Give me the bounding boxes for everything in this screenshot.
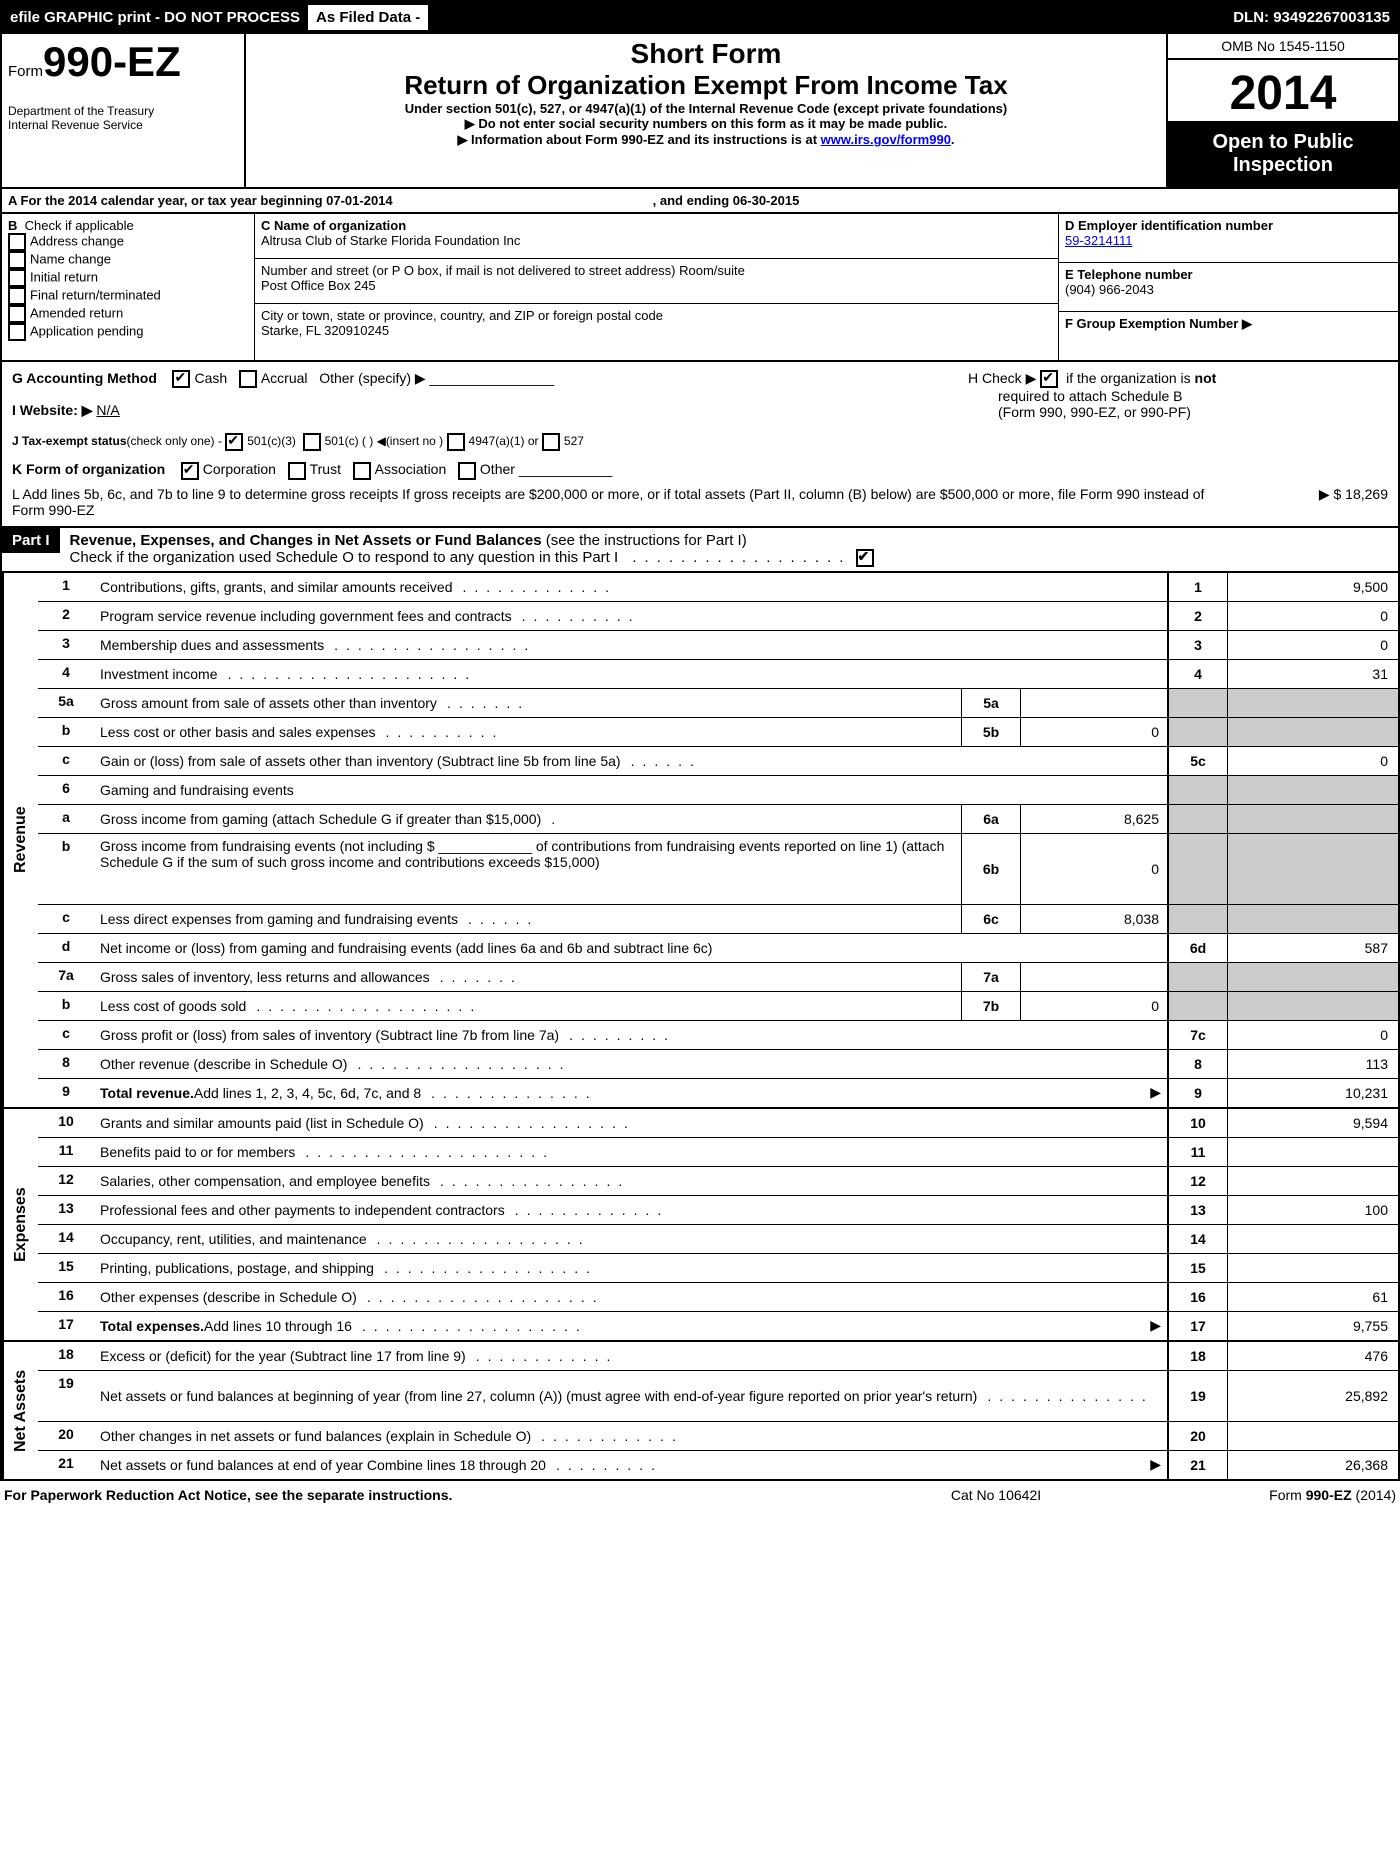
subtitle-1: Under section 501(c), 527, or 4947(a)(1)… — [256, 101, 1156, 116]
org-name-cell: C Name of organization Altrusa Club of S… — [255, 214, 1058, 259]
phone-cell: E Telephone number (904) 966-2043 — [1058, 263, 1398, 312]
top-bar: efile GRAPHIC print - DO NOT PROCESS As … — [0, 0, 1400, 34]
ein-link[interactable]: 59-3214111 — [1065, 233, 1132, 248]
form-990ez-page: efile GRAPHIC print - DO NOT PROCESS As … — [0, 0, 1400, 1509]
line-l: L Add lines 5b, 6c, and 7b to line 9 to … — [12, 486, 1388, 518]
checkbox-schedule-o[interactable] — [856, 549, 874, 567]
city-cell: City or town, state or province, country… — [255, 304, 1058, 348]
omb-number: OMB No 1545-1150 — [1168, 34, 1398, 60]
form-number: Form990-EZ — [8, 38, 238, 86]
checkbox-cash[interactable] — [172, 370, 190, 388]
asfiled-label: As Filed Data - — [308, 5, 448, 30]
line-k: K Form of organization Corporation Trust… — [12, 461, 1388, 479]
section-def: D Employer identification number 59-3214… — [1058, 214, 1398, 360]
checkbox-4947[interactable] — [447, 433, 465, 451]
checkbox-corporation[interactable] — [181, 462, 199, 480]
expenses-side-label: Expenses — [2, 1109, 38, 1340]
checkbox-other-org[interactable] — [458, 462, 476, 480]
street-cell: Number and street (or P O box, if mail i… — [255, 259, 1058, 304]
checkbox-name-change[interactable] — [8, 251, 26, 269]
checkbox-trust[interactable] — [288, 462, 306, 480]
paperwork-notice: For Paperwork Reduction Act Notice, see … — [4, 1487, 846, 1503]
short-form-title: Short Form — [256, 38, 1156, 70]
section-a: A For the 2014 calendar year, or tax yea… — [0, 189, 1400, 214]
ein-cell: D Employer identification number 59-3214… — [1058, 214, 1398, 263]
checkbox-application-pending[interactable] — [8, 323, 26, 341]
open-public: Open to Public Inspection — [1168, 121, 1398, 187]
part1-label: Part I — [2, 528, 60, 553]
checkbox-amended-return[interactable] — [8, 305, 26, 323]
checkbox-final-return[interactable] — [8, 287, 26, 305]
line-j: J Tax-exempt status(check only one) - 50… — [12, 433, 968, 451]
dln-label: DLN: 93492267003135 — [1225, 5, 1398, 30]
part1-header: Part I Revenue, Expenses, and Changes in… — [0, 528, 1400, 573]
line-i: I Website: ▶ N/A — [12, 402, 968, 419]
header-right-cell: OMB No 1545-1150 2014 Open to Public Ins… — [1168, 34, 1398, 187]
checkbox-527[interactable] — [542, 433, 560, 451]
subtitle-2: ▶ Do not enter social security numbers o… — [256, 116, 1156, 132]
main-title: Return of Organization Exempt From Incom… — [256, 70, 1156, 101]
section-c: C Name of organization Altrusa Club of S… — [255, 214, 1058, 360]
expenses-table: Expenses 10Grants and similar amounts pa… — [0, 1109, 1400, 1342]
line-h: H Check ▶ if the organization is not req… — [968, 370, 1388, 461]
netassets-side-label: Net Assets — [2, 1342, 38, 1479]
section-bcdef: B Check if applicable Address change Nam… — [0, 214, 1400, 362]
revenue-side-label: Revenue — [2, 573, 38, 1107]
checkbox-initial-return[interactable] — [8, 269, 26, 287]
line-g: G Accounting Method Cash Accrual Other (… — [12, 370, 968, 388]
revenue-table: Revenue 1Contributions, gifts, grants, a… — [0, 573, 1400, 1109]
cat-no: Cat No 10642I — [846, 1487, 1146, 1503]
netassets-table: Net Assets 18Excess or (deficit) for the… — [0, 1342, 1400, 1481]
header-title-cell: Short Form Return of Organization Exempt… — [246, 34, 1168, 187]
header-row: Form990-EZ Department of the Treasury In… — [0, 34, 1400, 189]
checkbox-501c[interactable] — [303, 433, 321, 451]
subtitle-3: ▶ Information about Form 990-EZ and its … — [256, 132, 1156, 148]
checkbox-address-change[interactable] — [8, 233, 26, 251]
header-form-cell: Form990-EZ Department of the Treasury In… — [2, 34, 246, 187]
irs-link[interactable]: www.irs.gov/form990 — [821, 132, 951, 147]
checkbox-501c3[interactable] — [225, 433, 243, 451]
checkbox-schedule-b[interactable] — [1040, 370, 1058, 388]
mid-left: G Accounting Method Cash Accrual Other (… — [12, 370, 968, 461]
checkbox-association[interactable] — [353, 462, 371, 480]
footer: For Paperwork Reduction Act Notice, see … — [0, 1481, 1400, 1509]
irs-label: Internal Revenue Service — [8, 118, 238, 132]
tax-year: 2014 — [1168, 66, 1398, 121]
section-b: B Check if applicable Address change Nam… — [2, 214, 255, 360]
section-ghijkl: G Accounting Method Cash Accrual Other (… — [0, 362, 1400, 528]
efile-label: efile GRAPHIC print - DO NOT PROCESS — [2, 5, 308, 30]
dept-treasury: Department of the Treasury — [8, 104, 238, 118]
group-exemption-cell: F Group Exemption Number ▶ — [1058, 312, 1398, 360]
checkbox-accrual[interactable] — [239, 370, 257, 388]
form-ref: Form 990-EZ (2014) — [1146, 1487, 1396, 1503]
